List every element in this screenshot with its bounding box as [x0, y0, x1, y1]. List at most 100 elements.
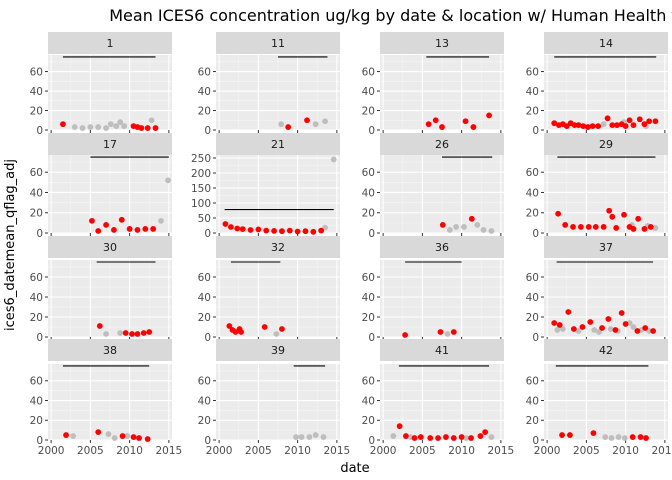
data-point-below	[602, 434, 609, 440]
y-tick-label: 20	[526, 312, 539, 324]
y-tick-label: 60	[198, 376, 211, 388]
facet-strip	[380, 339, 504, 361]
data-point-exceed	[589, 123, 596, 130]
chart-title: Mean ICES6 concentration ug/kg by date &…	[109, 6, 672, 25]
y-tick-label: 0	[532, 228, 539, 240]
y-tick-label: 60	[362, 66, 375, 78]
facet-strip-label: 38	[103, 344, 117, 357]
data-point-below	[575, 328, 582, 334]
data-point-exceed	[111, 227, 117, 233]
facet-panel-30: 30 0 20 40 60	[30, 236, 172, 344]
data-point-exceed	[641, 226, 648, 232]
data-point-exceed	[294, 228, 301, 235]
data-point-exceed	[622, 123, 629, 130]
y-tick-label: 60	[526, 66, 539, 78]
data-point-exceed	[136, 435, 142, 441]
y-tick-label: 40	[30, 395, 43, 407]
data-point-below	[105, 431, 112, 437]
data-point-below	[148, 117, 155, 124]
data-point-exceed	[551, 320, 558, 326]
data-point-exceed	[486, 112, 492, 119]
facet-strip-label: 32	[271, 241, 285, 254]
data-point-below	[474, 221, 481, 228]
data-point-below	[608, 435, 615, 441]
data-point-exceed	[646, 118, 653, 125]
y-tick-label: 40	[526, 86, 539, 98]
data-point-exceed	[621, 211, 627, 218]
facet-strip	[216, 32, 340, 54]
facet-strip-label: 1	[107, 37, 114, 50]
y-tick-label: 60	[362, 376, 375, 388]
data-point-exceed	[605, 316, 612, 322]
data-point-exceed	[279, 228, 285, 235]
data-point-exceed	[566, 432, 573, 438]
data-point-exceed	[443, 434, 449, 440]
facet-strip	[48, 236, 172, 258]
data-point-below	[554, 327, 561, 333]
data-point-exceed	[562, 221, 569, 228]
y-tick-label: 150	[191, 183, 211, 195]
data-point-exceed	[606, 207, 613, 214]
data-point-exceed	[650, 328, 656, 334]
facet-panel-36: 36 0 20 40 60	[362, 236, 504, 344]
data-point-exceed	[599, 325, 605, 331]
data-point-exceed	[261, 324, 268, 330]
data-point-exceed	[411, 435, 418, 441]
data-point-below	[322, 118, 328, 125]
data-point-below	[87, 124, 94, 130]
data-point-exceed	[555, 210, 562, 217]
data-point-exceed	[609, 122, 616, 129]
data-point-exceed	[402, 433, 409, 439]
data-point-exceed	[439, 221, 446, 228]
data-point-below	[124, 433, 131, 439]
y-tick-label: 20	[526, 105, 539, 117]
data-point-below	[312, 121, 319, 128]
facet-strip	[380, 133, 504, 155]
data-point-exceed	[609, 213, 616, 220]
y-tick-label: 20	[362, 312, 375, 324]
facet-panel-26: 26 0 20 40 60	[362, 133, 504, 240]
data-point-exceed	[222, 221, 229, 227]
data-point-below	[70, 433, 77, 439]
facet-panel-21: 21 0 50 100 150 200 250	[191, 133, 340, 240]
facet-panel-29: 29 0 20 40 60	[526, 133, 668, 240]
facet-panel-39: 39 0 20 40 60 2000 2005 2010 2015	[198, 339, 350, 457]
data-point-exceed	[613, 225, 620, 231]
x-tick-label: 2000	[534, 445, 561, 457]
y-tick-label: 50	[198, 213, 211, 225]
data-point-exceed	[402, 332, 409, 338]
y-tick-label: 100	[191, 198, 211, 210]
data-point-below	[293, 434, 299, 440]
facet-strip	[544, 133, 668, 155]
data-point-exceed	[630, 122, 637, 129]
data-point-exceed	[150, 226, 157, 232]
y-tick-label: 60	[526, 376, 539, 388]
data-point-exceed	[565, 309, 572, 315]
y-tick-label: 40	[198, 292, 211, 304]
data-point-exceed	[630, 226, 637, 232]
y-tick-label: 60	[30, 272, 43, 284]
y-tick-label: 40	[30, 187, 43, 199]
data-point-exceed	[575, 122, 582, 129]
data-point-exceed	[458, 434, 465, 440]
x-tick-label: 2010	[448, 445, 475, 457]
y-tick-label: 60	[30, 376, 43, 388]
data-point-exceed	[556, 322, 563, 328]
data-point-below	[165, 177, 171, 184]
data-point-exceed	[232, 329, 239, 335]
data-point-exceed	[612, 327, 619, 333]
data-point-below	[630, 324, 637, 330]
data-point-exceed	[417, 434, 424, 440]
data-point-below	[488, 228, 495, 234]
data-point-below	[273, 331, 280, 337]
data-point-exceed	[579, 324, 586, 330]
facet-strip-label: 30	[103, 241, 117, 254]
data-point-exceed	[228, 224, 234, 230]
data-point-exceed	[614, 122, 620, 129]
facet-strip	[216, 236, 340, 258]
data-point-exceed	[635, 215, 642, 222]
data-point-exceed	[304, 117, 310, 124]
facet-panel-17: 17 0 20 40 60	[30, 133, 172, 240]
data-point-exceed	[302, 228, 309, 235]
facet-strip-label: 13	[435, 37, 449, 50]
